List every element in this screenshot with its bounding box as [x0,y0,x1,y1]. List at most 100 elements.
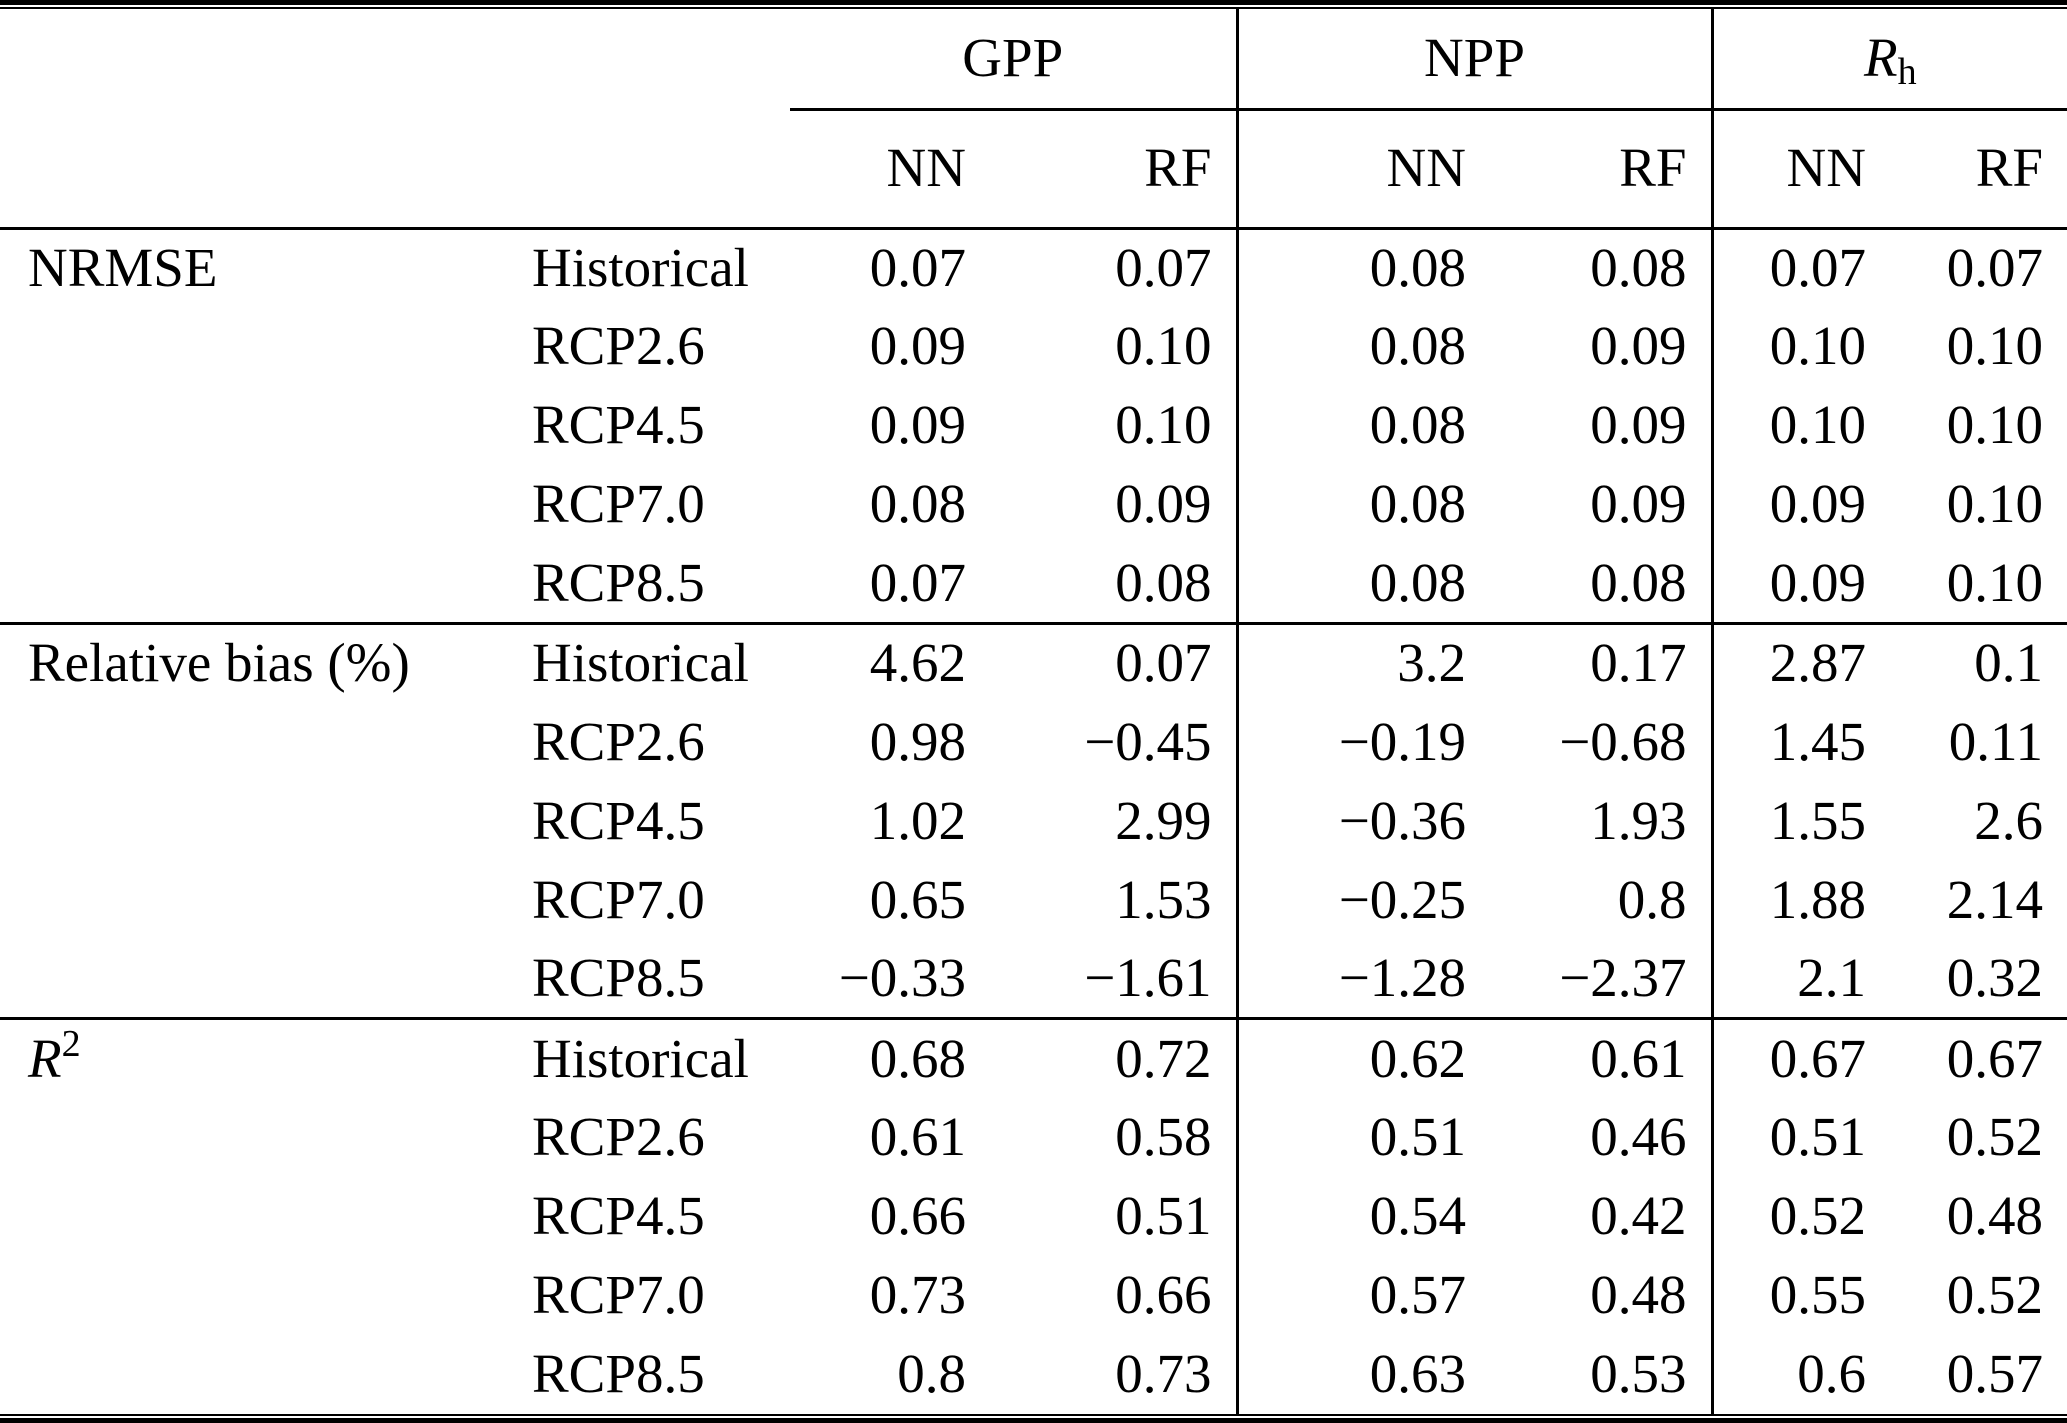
spacer-cell [0,307,530,386]
model-header-rf: RF [1490,109,1712,230]
spacer-cell [530,109,790,230]
metric-label: Relative bias (%) [28,632,410,694]
value-cell: 0.61 [1590,1027,1687,1089]
value-cell: 1.93 [1590,789,1687,851]
value-cell: 0.73 [1115,1343,1212,1405]
table-row: R2 Historical 0.68 0.72 0.62 0.61 0.67 0… [0,1018,2067,1098]
table-row: RCP4.5 0.66 0.51 0.54 0.42 0.52 0.48 [0,1176,2067,1256]
value-cell: 0.61 [869,1105,966,1167]
value-cell: 0.66 [869,1185,966,1247]
value-cell: 0.52 [1710,1176,1890,1256]
table-row: RCP8.5 0.07 0.08 0.08 0.08 0.09 0.10 [0,544,2067,625]
scenario-cell: Historical [532,632,749,694]
column-group-npp: NPP [1235,9,1712,111]
value-cell: 0.57 [1946,1343,2044,1405]
scenario-cell: RCP4.5 [532,789,705,851]
value-cell: −0.68 [1559,710,1687,772]
value-cell: 0.10 [1710,307,1890,387]
value-cell: 0.07 [790,544,990,625]
value-cell: 0.52 [1946,1264,2044,1326]
value-cell: 0.10 [1946,473,2044,535]
metric-cell: Relative bias (%) [0,623,530,702]
value-cell: −2.37 [1490,939,1712,1021]
value-cell: −0.25 [1235,860,1490,940]
value-cell: 2.99 [1115,789,1212,851]
scenario-cell: RCP2.6 [532,1105,705,1167]
value-cell: 0.51 [1115,1185,1212,1247]
value-cell: 0.09 [1590,473,1687,535]
table-row: NRMSE Historical 0.07 0.07 0.08 0.08 0.0… [0,228,2067,308]
value-cell: 0.66 [1115,1264,1212,1326]
value-cell: −1.61 [990,939,1237,1021]
table-row: RCP8.5 −0.33 −1.61 −1.28 −2.37 2.1 0.32 [0,939,2067,1021]
spacer-cell [0,1177,530,1256]
value-cell: 0.08 [1235,307,1490,387]
value-cell: 0.10 [1710,386,1890,466]
value-cell: 0.09 [1590,394,1687,456]
spacer-cell [0,109,530,230]
value-cell: 0.09 [1590,315,1687,377]
value-cell: 0.09 [869,315,966,377]
value-cell: 0.68 [869,1027,966,1089]
value-cell: 0.73 [869,1264,966,1326]
group-label-subscript: h [1897,51,1917,94]
value-cell: 0.67 [1946,1027,2044,1089]
value-cell: 0.17 [1590,632,1687,694]
value-cell: 0.48 [1946,1185,2044,1247]
value-cell: 0.54 [1235,1176,1490,1256]
scenario-cell: RCP2.6 [532,315,705,377]
value-cell: 0.08 [1235,228,1490,308]
value-cell: 0.62 [1235,1018,1490,1098]
spacer-cell [0,386,530,465]
value-cell: 0.07 [869,237,966,299]
value-cell: 0.07 [1946,237,2044,299]
group-label: GPP [962,27,1064,88]
value-cell: 0.08 [1235,544,1490,625]
value-cell: 1.88 [1710,860,1890,940]
value-cell: 0.08 [1235,465,1490,545]
scenario-cell: RCP4.5 [532,1185,705,1247]
model-header-nn: NN [1710,109,1890,230]
value-cell: 0.07 [1115,237,1212,299]
spacer-cell [0,544,530,625]
model-header-rf: RF [990,109,1237,230]
model-header-rf: RF [1890,109,2067,230]
value-cell: 0.1 [1974,632,2044,694]
value-cell: 0.10 [1115,315,1212,377]
model-header-row: NN RF NN RF NN RF [0,109,2067,230]
scenario-cell: RCP7.0 [532,1264,705,1326]
value-cell: 0.10 [1890,544,2067,625]
value-cell: 0.8 [897,1343,966,1405]
value-cell: 0.10 [1946,394,2044,456]
scenario-cell: RCP8.5 [530,939,790,1021]
value-cell: 3.2 [1235,623,1490,703]
value-cell: 0.63 [1235,1334,1490,1414]
value-cell: −1.28 [1235,939,1490,1021]
spacer-cell [530,9,790,109]
value-cell: 0.6 [1710,1334,1890,1414]
spacer-cell [0,702,530,781]
table-row: RCP8.5 0.8 0.73 0.63 0.53 0.6 0.57 [0,1334,2067,1414]
table-row: RCP7.0 0.73 0.66 0.57 0.48 0.55 0.52 [0,1255,2067,1335]
value-cell: 0.53 [1590,1343,1687,1405]
value-cell: 0.08 [869,473,966,535]
value-cell: 0.32 [1890,939,2067,1021]
spacer-cell [0,861,530,940]
model-header-nn: NN [790,109,990,230]
metric-cell: NRMSE [0,228,530,307]
metric-label: R [28,1027,62,1089]
value-cell: 0.48 [1590,1264,1687,1326]
value-cell: 0.09 [1115,473,1212,535]
value-cell: 1.02 [869,789,966,851]
value-cell: 0.08 [1490,544,1712,625]
value-cell: 0.67 [1710,1018,1890,1098]
value-cell: 0.07 [1115,632,1212,694]
value-cell: −0.33 [790,939,990,1021]
scenario-cell: RCP2.6 [532,710,705,772]
group-label: R [1863,27,1898,88]
spacer-cell [0,1335,530,1414]
value-cell: 0.57 [1235,1255,1490,1335]
model-header-nn: NN [1235,109,1490,230]
value-cell: 0.98 [869,710,966,772]
table-row: RCP2.6 0.09 0.10 0.08 0.09 0.10 0.10 [0,307,2067,387]
